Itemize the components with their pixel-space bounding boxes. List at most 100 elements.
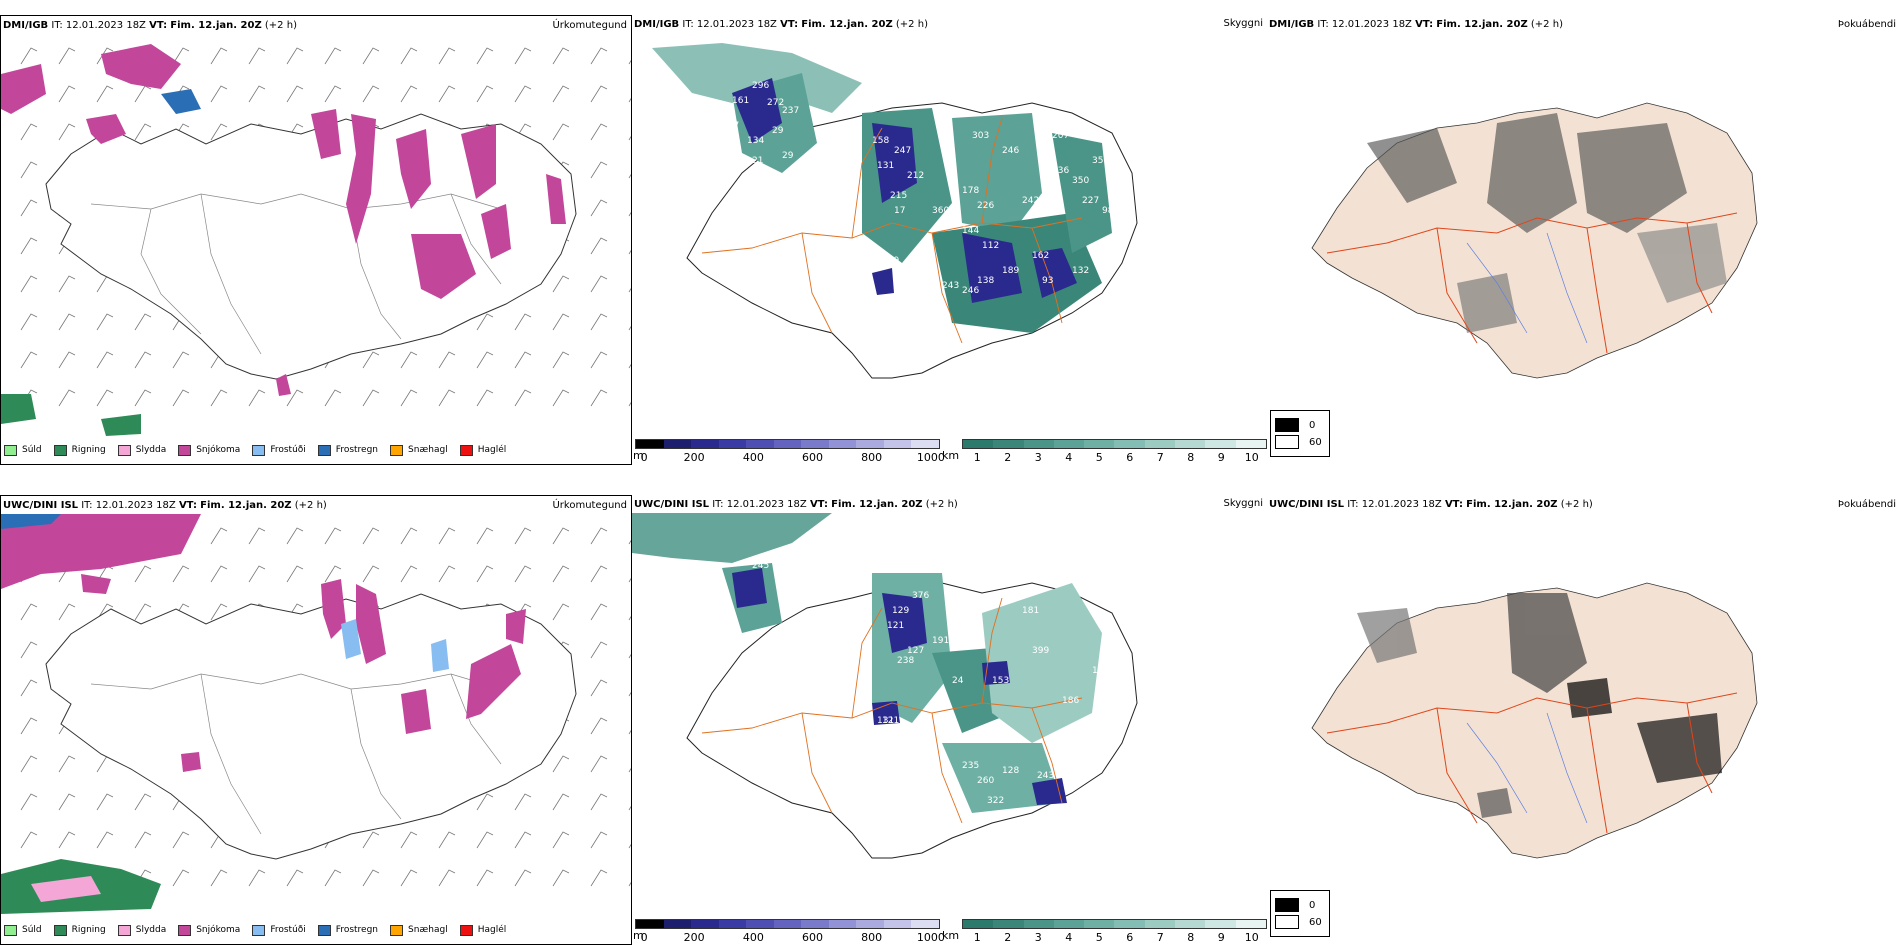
ceiling-label: 243 (942, 281, 959, 291)
wind-barb (476, 869, 494, 887)
ceiling-label: 121 (882, 716, 899, 726)
ceiling-label: 93 (1042, 276, 1053, 286)
ceiling-label: 242 (1022, 196, 1039, 206)
fog-map-bottom (1311, 582, 1758, 859)
scale-swatch (993, 440, 1024, 448)
precip-type-panel-bottom: UWC/DINI ISL IT: 12.01.2023 18Z VT: Fim.… (0, 495, 632, 945)
wind-barb (476, 47, 494, 65)
wind-barb (552, 47, 570, 65)
wind-barb (134, 313, 152, 331)
wind-barb (96, 603, 114, 621)
wind-barb (58, 793, 76, 811)
panel-name: Úrkomutegund (552, 500, 627, 511)
ceiling-label: 246 (962, 286, 979, 296)
wind-barb (400, 869, 418, 887)
precip-map-bottom (1, 514, 631, 914)
ceiling-label: 178 (962, 186, 979, 196)
scale-tick-label: 0 (640, 931, 648, 944)
fog-map-top (1311, 102, 1758, 379)
wind-barb (210, 565, 228, 583)
fog-legend-label: 0 (1309, 899, 1316, 911)
legend-item: Haglél (459, 924, 506, 936)
ceiling-label: 155 (1107, 186, 1124, 196)
roads (701, 117, 1083, 344)
scale-tick-label: 600 (802, 931, 823, 944)
roads (90, 673, 502, 835)
wind-barb (400, 85, 418, 103)
roads (90, 193, 502, 355)
wind-barb (514, 831, 532, 849)
ceiling-label: 322 (987, 796, 1004, 806)
wind-barb (514, 351, 532, 369)
ceiling-label: 29 (782, 151, 794, 161)
freezing-drizzle (341, 619, 449, 672)
wind-barb (324, 47, 342, 65)
scale-tick-label: 9 (1217, 451, 1225, 464)
scale-tick-label: 200 (683, 931, 705, 944)
wind-barb (590, 351, 608, 369)
fog-legend-label: 60 (1309, 916, 1322, 928)
visibility-panel-bottom: UWC/DINI ISL IT: 12.01.2023 18Z VT: Fim.… (632, 495, 1267, 945)
wind-barb (248, 869, 266, 887)
wind-barb (58, 603, 76, 621)
legend-label: Súld (22, 925, 42, 935)
wind-barb (210, 85, 228, 103)
wind-barb (552, 603, 570, 621)
iceland-outline (45, 113, 577, 380)
wind-barb (590, 603, 608, 621)
scale-swatch (993, 920, 1024, 928)
wind-barb (20, 717, 38, 735)
ceiling-label: 24 (952, 676, 964, 686)
scale-tick-label: 0 (640, 451, 648, 464)
scale-tick-label: 400 (742, 451, 764, 464)
legend-item: Rigning (53, 444, 106, 456)
scale-swatch (1053, 440, 1085, 448)
scale-swatch (773, 440, 802, 448)
wind-barb (590, 679, 608, 697)
scale-tick-label: 5 (1095, 451, 1103, 464)
wind-barb (590, 831, 608, 849)
scale-swatch (963, 440, 994, 448)
wind-barb (96, 389, 114, 407)
panel-title: UWC/DINI ISL IT: 12.01.2023 18Z VT: Fim.… (3, 500, 327, 511)
ceiling-label: 112 (982, 241, 999, 251)
wind-barb (20, 793, 38, 811)
wind-barb (96, 85, 114, 103)
wind-barb (20, 679, 38, 697)
ceiling-label: 296 (782, 566, 799, 576)
panel-name: Úrkomutegund (552, 20, 627, 31)
legend-label: Rigning (71, 445, 106, 455)
wind-barb (438, 527, 456, 545)
wind-barb (172, 47, 190, 65)
panel-title: UWC/DINI ISL IT: 12.01.2023 18Z VT: Fim.… (634, 499, 958, 510)
wind-barb (248, 565, 266, 583)
scale-swatch (663, 920, 692, 928)
ceiling-label: 191 (932, 636, 949, 646)
wind-barb (20, 123, 38, 141)
ceiling-label: 127 (907, 646, 924, 656)
wind-barb (400, 47, 418, 65)
ceiling-label: 350 (1072, 176, 1089, 186)
wind-barb (248, 47, 266, 65)
ceiling-label: 144 (962, 226, 979, 236)
fog-legend: 0 60 (1270, 890, 1330, 937)
scale-swatch (1235, 440, 1266, 448)
wind-barb (514, 869, 532, 887)
legend-swatch (53, 444, 67, 456)
legend-item: Slydda (117, 444, 166, 456)
ceiling-label: 17 (894, 206, 905, 216)
wind-barb (286, 527, 304, 545)
wind-barb (590, 527, 608, 545)
scale-swatch (828, 440, 857, 448)
wind-barb (362, 527, 380, 545)
wind-barb (590, 389, 608, 407)
ceiling-label: 247 (894, 146, 911, 156)
legend-swatch (252, 924, 266, 936)
wind-barb (58, 123, 76, 141)
wind-barb (438, 47, 456, 65)
wind-barb (438, 85, 456, 103)
ceiling-label: 181 (1022, 606, 1039, 616)
ceiling-label: 303 (972, 131, 989, 141)
ceiling-label: 836 (1052, 166, 1069, 176)
